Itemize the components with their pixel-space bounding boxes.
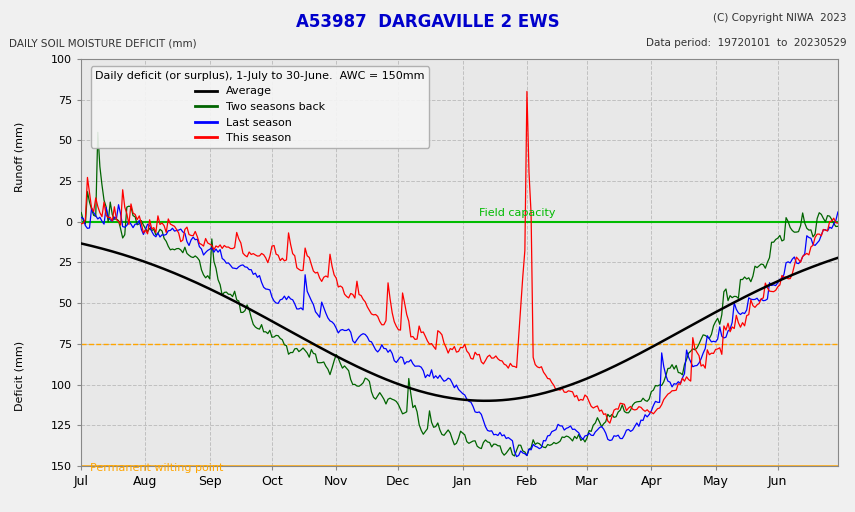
Text: Data period:  19720101  to  20230529: Data period: 19720101 to 20230529 — [646, 38, 846, 49]
Text: Runoff (mm): Runoff (mm) — [15, 121, 24, 191]
Text: (C) Copyright NIWA  2023: (C) Copyright NIWA 2023 — [713, 13, 846, 23]
Text: Permanent wilting point: Permanent wilting point — [90, 463, 223, 473]
Legend: Average, Two seasons back, Last season, This season: Average, Two seasons back, Last season, … — [91, 67, 429, 147]
Text: DAILY SOIL MOISTURE DEFICIT (mm): DAILY SOIL MOISTURE DEFICIT (mm) — [9, 38, 196, 49]
Text: Deficit (mm): Deficit (mm) — [15, 342, 24, 412]
Text: A53987  DARGAVILLE 2 EWS: A53987 DARGAVILLE 2 EWS — [296, 13, 559, 31]
Text: Field capacity: Field capacity — [480, 208, 556, 219]
